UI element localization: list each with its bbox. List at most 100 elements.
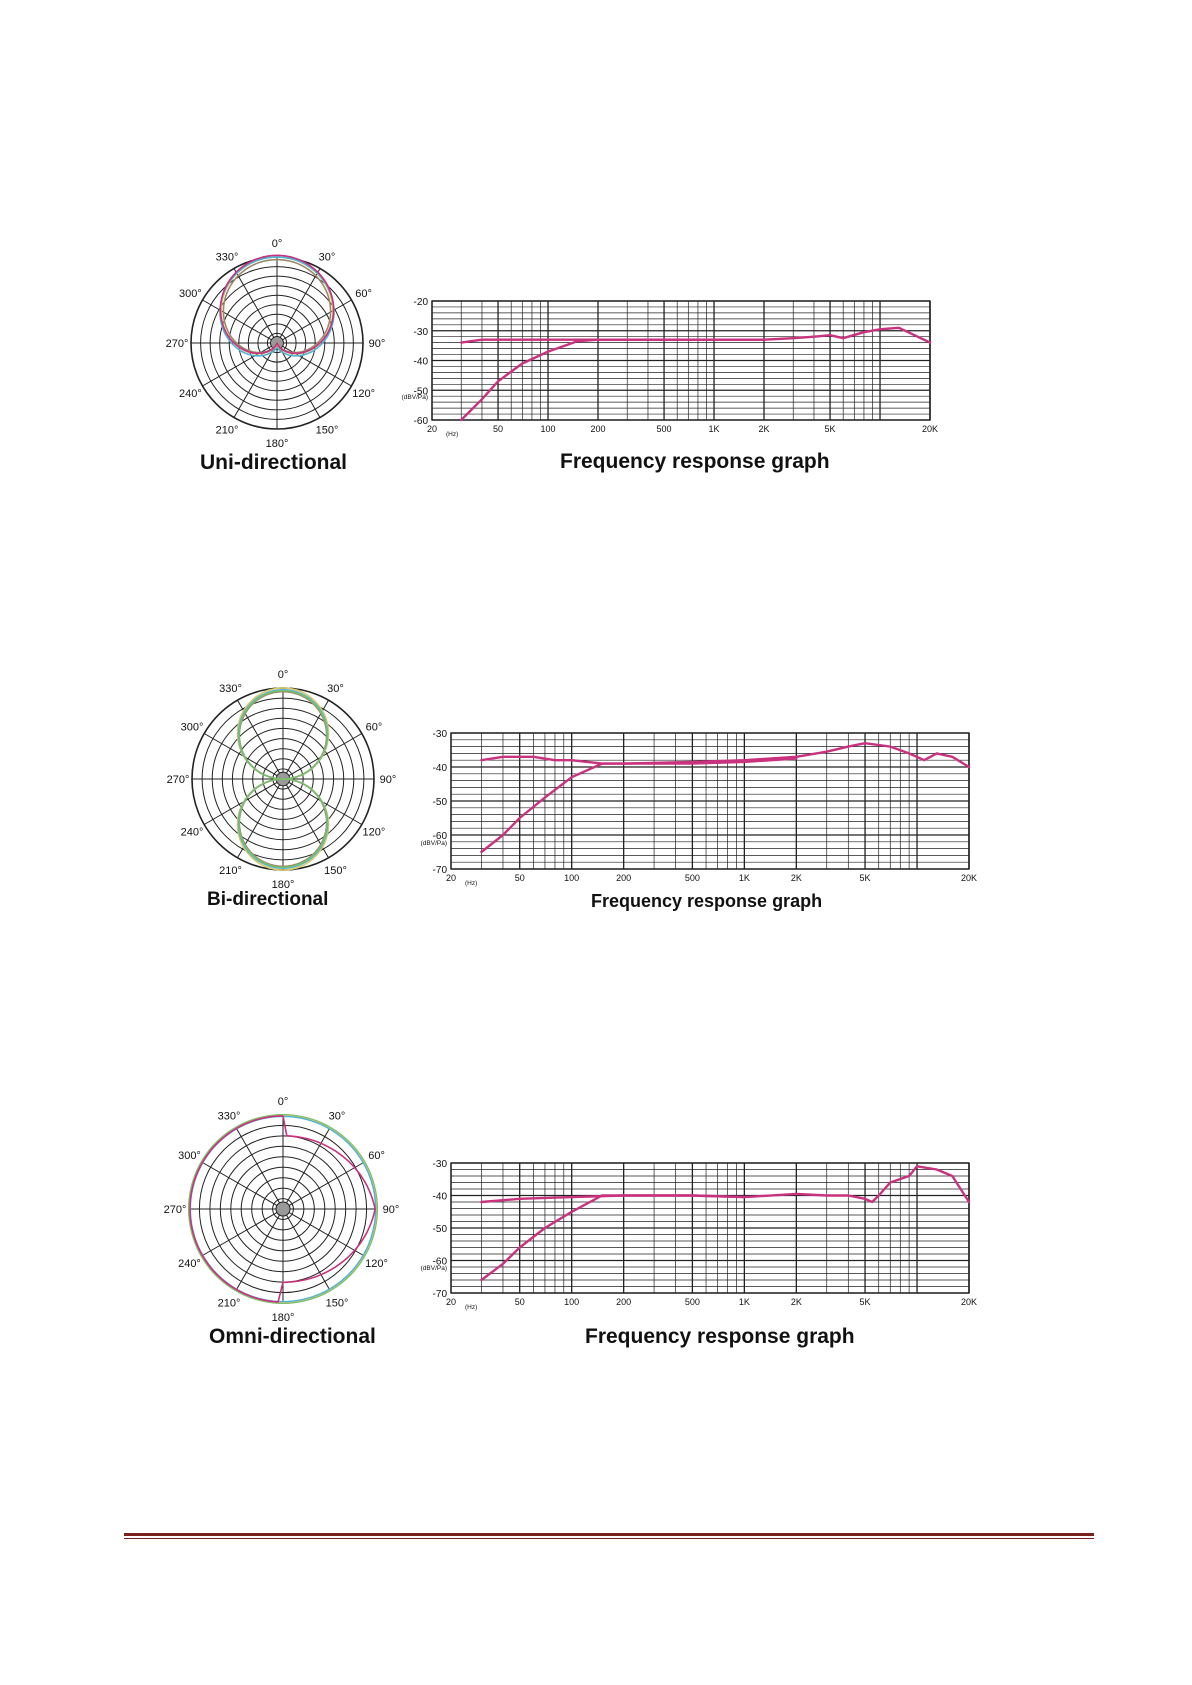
polar-angle-label: 60° — [368, 1150, 385, 1162]
polar-angle-label: 150° — [324, 865, 347, 877]
polar-angle-label: 90° — [383, 1204, 400, 1216]
polar-pattern-caption: Omni-directional — [209, 1325, 376, 1348]
response-curve — [480, 757, 798, 854]
x-tick-label: 50 — [515, 873, 525, 883]
polar-curve — [219, 254, 335, 355]
polar-angle-label: 300° — [181, 722, 204, 734]
x-tick-label: 20K — [961, 1297, 977, 1307]
graph-caption: Frequency response graph — [591, 891, 823, 911]
x-tick-label: 20 — [446, 1297, 456, 1307]
polar-angle-label: 330° — [216, 251, 239, 263]
polar-angle-label: 90° — [380, 774, 397, 786]
y-tick-label: -50 — [414, 386, 429, 397]
x-axis-unit: (Hz) — [446, 431, 458, 438]
y-tick-label: -60 — [433, 831, 448, 842]
x-tick-label: 50 — [493, 424, 503, 434]
y-tick-label: -70 — [433, 865, 448, 876]
x-tick-label: 2K — [791, 1297, 802, 1307]
polar-angle-label: 120° — [363, 827, 386, 839]
footer-rule — [124, 1533, 1094, 1536]
x-tick-label: 200 — [616, 873, 631, 883]
polar-angle-label: 180° — [272, 879, 295, 891]
polar-pattern-plot: 0° 30° 60° 90° 120° 150° 180° 210° 240° 270° 300° 3… — [164, 1096, 400, 1324]
y-tick-label: -60 — [433, 1257, 448, 1268]
frequency-response-chart: -20 -30 -40 -50 -60 (dBV/Pa) 20 50 100 200 500 1K 2K… — [402, 297, 938, 438]
polar-angle-label: 60° — [355, 288, 372, 300]
x-tick-label: 20 — [427, 424, 437, 434]
polar-spoke — [288, 1161, 365, 1207]
x-tick-label: 200 — [590, 424, 605, 434]
polar-pattern-caption: Uni-directional — [200, 451, 348, 474]
frequency-response-chart: -30 -40 -50 -60 -70 (dBV/Pa) 20 50 100 200 500 1K 2K… — [421, 1159, 977, 1311]
y-tick-label: -60 — [414, 416, 429, 427]
polar-angle-label: 180° — [272, 1312, 295, 1324]
polar-spoke — [279, 268, 321, 339]
x-tick-label: 200 — [616, 1297, 631, 1307]
polar-spoke — [235, 1214, 281, 1291]
polar-angle-label: 150° — [316, 425, 339, 437]
polar-angle-label: 270° — [164, 1204, 187, 1216]
polar-pattern-caption: Bi-directional — [207, 889, 329, 910]
polar-angle-label: 30° — [329, 1110, 346, 1122]
polar-spoke — [285, 1214, 331, 1291]
polar-spoke — [279, 347, 321, 418]
polar-angle-label: 0° — [272, 238, 283, 250]
polar-spoke — [201, 1161, 278, 1207]
polar-curve — [187, 1114, 379, 1305]
y-tick-label: -70 — [433, 1289, 448, 1300]
response-curve — [460, 326, 932, 344]
y-tick-label: -40 — [414, 357, 429, 368]
polar-spoke — [288, 1211, 365, 1257]
x-tick-label: 1K — [739, 873, 750, 883]
polar-spoke — [288, 781, 363, 825]
polar-angle-label: 240° — [181, 827, 204, 839]
polar-angle-label: 30° — [319, 251, 336, 263]
y-axis-unit: (dBV/Pa) — [402, 394, 428, 401]
y-tick-label: -30 — [433, 1159, 448, 1170]
x-tick-label: 500 — [685, 1297, 700, 1307]
x-axis-unit: (Hz) — [465, 880, 477, 887]
polar-angle-label: 330° — [218, 1110, 241, 1122]
polar-angle-label: 120° — [365, 1258, 388, 1270]
y-tick-label: -40 — [433, 763, 448, 774]
polar-pattern-plot: 0° 30° 60° 90° 120° 150° 180° 210° 240° 270° 300° 3… — [167, 669, 397, 891]
x-tick-label: 100 — [564, 873, 579, 883]
y-tick-label: -40 — [433, 1192, 448, 1203]
x-tick-label: 5K — [860, 873, 871, 883]
x-tick-label: 1K — [709, 424, 720, 434]
polar-spoke — [203, 733, 278, 777]
polar-angle-label: 60° — [366, 722, 383, 734]
response-curve — [480, 1194, 746, 1282]
y-axis-unit: (dBV/Pa) — [421, 1265, 447, 1272]
x-tick-label: 50 — [515, 1297, 525, 1307]
polar-angle-label: 0° — [278, 1096, 289, 1108]
x-tick-label: 20K — [961, 873, 977, 883]
graph-caption: Frequency response graph — [585, 1325, 855, 1348]
polar-spoke — [203, 781, 278, 825]
x-axis-unit: (Hz) — [465, 1304, 477, 1311]
frequency-response-chart: -30 -40 -50 -60 -70 (dBV/Pa) 20 50 100 200 500 1K 2K… — [421, 729, 977, 887]
polar-spoke — [202, 299, 273, 341]
y-tick-label: -30 — [433, 729, 448, 740]
polar-curve — [189, 1115, 376, 1303]
x-tick-label: 100 — [541, 424, 556, 434]
polar-angle-label: 270° — [166, 338, 189, 350]
y-tick-label: -50 — [433, 1224, 448, 1235]
polar-center — [275, 1201, 291, 1217]
x-tick-label: 500 — [685, 873, 700, 883]
y-tick-label: -20 — [414, 297, 429, 308]
polar-angle-label: 300° — [179, 288, 202, 300]
polar-angle-label: 210° — [219, 865, 242, 877]
polar-pattern-plot: 0° 30° 60° 90° 120° 150° 180° 210° 240° 270° 300° 3… — [166, 238, 386, 450]
x-tick-label: 20K — [922, 424, 938, 434]
y-axis-unit: (dBV/Pa) — [421, 840, 447, 847]
polar-angle-label: 330° — [219, 683, 242, 695]
y-tick-label: -30 — [414, 327, 429, 338]
polar-spoke — [233, 347, 275, 418]
polar-spoke — [285, 1127, 331, 1204]
footer-rule-thin — [124, 1538, 1094, 1539]
x-tick-label: 100 — [564, 1297, 579, 1307]
x-tick-label: 5K — [860, 1297, 871, 1307]
polar-angle-label: 90° — [369, 338, 386, 350]
